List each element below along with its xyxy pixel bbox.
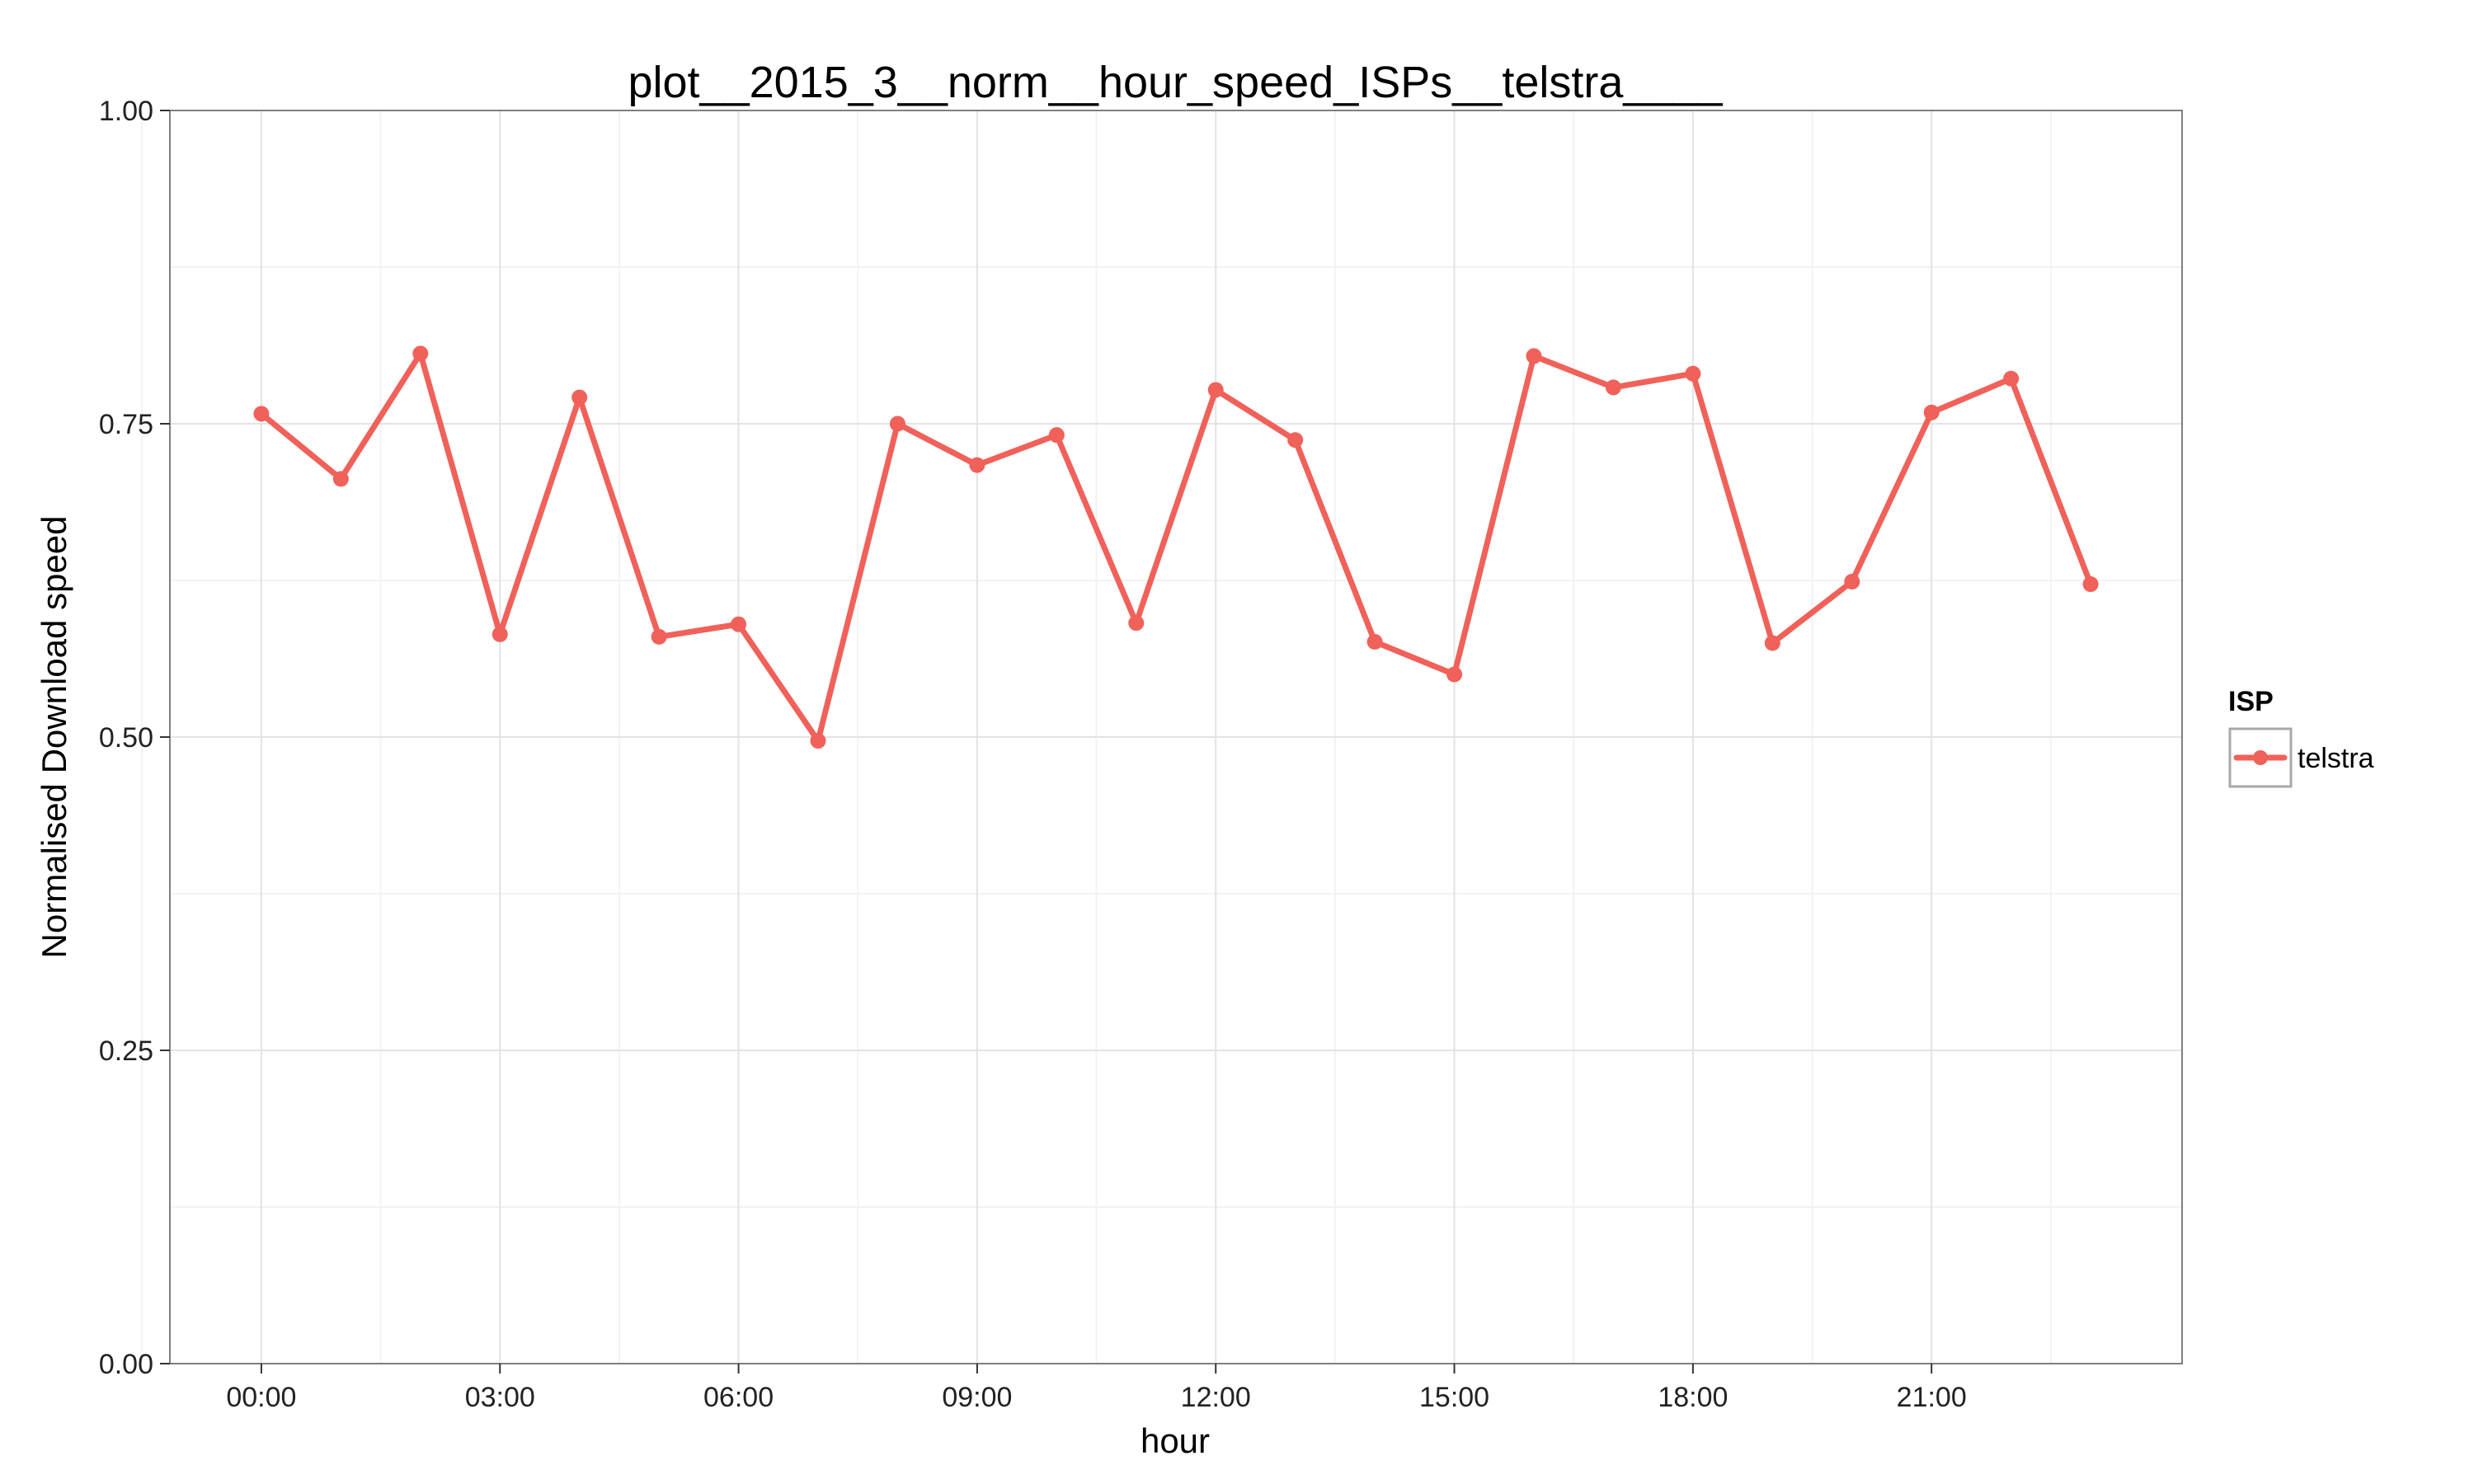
y-axis: 0.00 0.25 0.50 0.75 1.00 — [99, 96, 170, 1380]
x-tick-label: 21:00 — [1897, 1382, 1967, 1413]
x-tick-label: 06:00 — [703, 1382, 774, 1413]
y-tick-label: 0.25 — [99, 1036, 153, 1067]
chart-title: plot__2015_3__norm__hour_speed_ISPs__tel… — [628, 58, 1723, 107]
x-tick-label: 00:00 — [226, 1382, 296, 1413]
legend: ISP telstra — [2228, 686, 2374, 788]
data-point — [1128, 615, 1145, 632]
data-point — [1605, 379, 1621, 396]
data-point — [332, 471, 349, 487]
series-line-telstra — [258, 350, 2094, 744]
data-point — [810, 733, 826, 749]
data-point — [1207, 382, 1224, 398]
data-point — [1446, 666, 1463, 683]
data-point — [889, 416, 905, 432]
x-tick-label: 03:00 — [465, 1382, 535, 1413]
data-point — [1685, 365, 1701, 382]
data-point — [571, 389, 588, 406]
data-point — [412, 345, 429, 362]
data-point — [1764, 635, 1780, 651]
data-point — [651, 628, 667, 645]
y-axis-title: Normalised Download speed — [35, 516, 73, 959]
data-point — [1526, 348, 1542, 364]
data-point — [2082, 576, 2099, 593]
data-point — [1923, 404, 1940, 420]
x-tick-label: 18:00 — [1658, 1382, 1728, 1413]
data-point — [2003, 370, 2020, 387]
x-axis-title: hour — [1141, 1421, 1210, 1460]
legend-key-point — [2253, 750, 2268, 765]
series-layer — [253, 345, 2099, 749]
data-point — [1048, 427, 1065, 444]
y-tick-label: 0.50 — [99, 722, 153, 754]
legend-title: ISP — [2228, 686, 2274, 717]
x-tick-label: 12:00 — [1181, 1382, 1251, 1413]
data-point — [969, 457, 985, 473]
y-tick-label: 0.00 — [99, 1349, 153, 1380]
data-point — [253, 406, 270, 422]
y-tick-label: 1.00 — [99, 96, 153, 127]
data-point — [1287, 432, 1304, 448]
x-tick-label: 09:00 — [942, 1382, 1012, 1413]
legend-label-telstra: telstra — [2298, 743, 2374, 774]
data-point — [1366, 633, 1383, 650]
data-point — [731, 616, 747, 632]
y-tick-label: 0.75 — [99, 409, 153, 440]
x-axis: 00:00 03:00 06:00 09:00 12:00 15:00 18:00 21:00 — [226, 1364, 1967, 1413]
data-point — [1844, 574, 1860, 590]
x-tick-label: 15:00 — [1419, 1382, 1489, 1413]
data-point — [492, 626, 508, 642]
